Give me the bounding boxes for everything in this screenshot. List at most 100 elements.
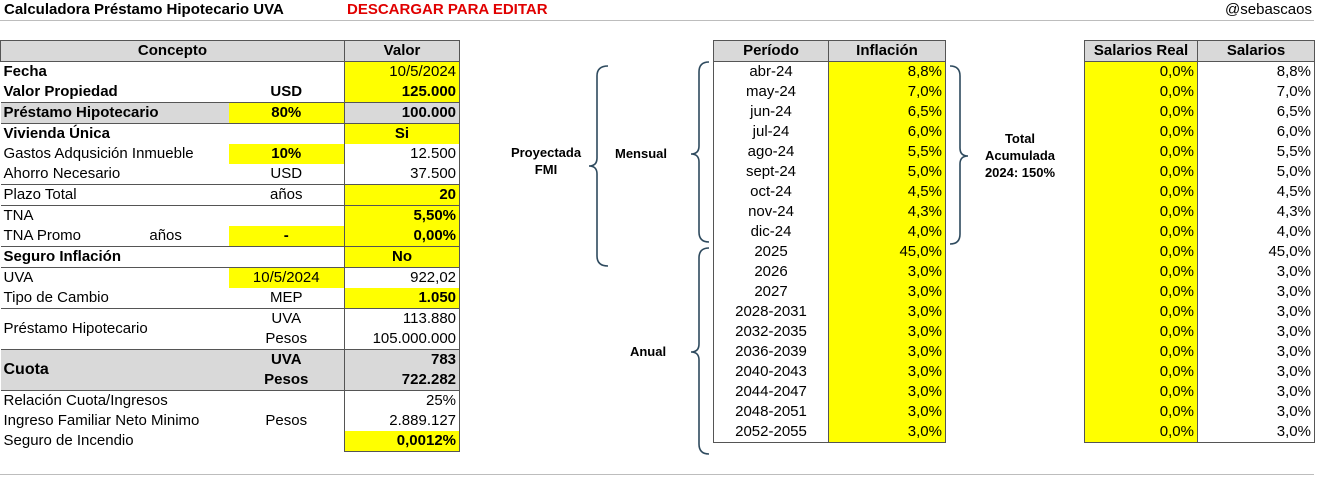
seguro-inflacion-value-cell[interactable]: No (344, 246, 461, 268)
salary-row: 0,0% 3,0% (1084, 422, 1315, 443)
real-salary-value-cell[interactable]: 0,0% (1084, 422, 1198, 443)
salary-row: 0,0% 4,5% (1084, 182, 1315, 202)
inflation-table: Período Inflación abr-24 8,8% may-24 7,0% ju… (713, 40, 946, 443)
real-salary-value-cell[interactable]: 0,0% (1084, 142, 1198, 162)
tipo-cambio-label: Tipo de Cambio (3, 289, 109, 306)
top-divider (0, 20, 1314, 21)
inflation-row: 2026 3,0% (714, 262, 946, 282)
salary-row: 0,0% 3,0% (1084, 262, 1315, 282)
author-handle: @sebascaos (1225, 1, 1312, 18)
real-salary-value-cell[interactable]: 0,0% (1084, 162, 1198, 182)
fecha-label: Fecha (3, 63, 47, 80)
salary-row: 0,0% 6,5% (1084, 102, 1315, 122)
inflation-value-cell[interactable]: 6,0% (828, 122, 946, 142)
proyectada-text: Proyectada (510, 145, 582, 160)
tipo-cambio-value-cell[interactable]: 1.050 (344, 288, 461, 309)
concept-column-header: Concepto (0, 40, 346, 62)
tna-promo-years-cell[interactable]: - (228, 226, 345, 247)
inflation-value-cell[interactable]: 6,5% (828, 102, 946, 122)
real-salary-value-cell[interactable]: 0,0% (1084, 402, 1198, 422)
salary-value-cell: 3,0% (1197, 422, 1315, 443)
inflation-value-cell[interactable]: 3,0% (828, 302, 946, 322)
inflation-value-cell[interactable]: 5,0% (828, 162, 946, 182)
salary-table: Salarios Real Salarios 0,0% 8,8% 0,0% 7,0% 0… (1084, 40, 1315, 443)
real-salary-value-cell[interactable]: 0,0% (1084, 362, 1198, 382)
tna-promo-unit: años (149, 227, 182, 244)
tna-value-cell[interactable]: 5,50% (344, 205, 461, 226)
salary-value-cell: 3,0% (1197, 362, 1315, 382)
salary-value-cell: 6,5% (1197, 102, 1315, 122)
inflation-value-cell[interactable]: 3,0% (828, 342, 946, 362)
period-cell: 2044-2047 (735, 383, 807, 400)
fecha-row: Fecha 10/5/2024 (1, 61, 461, 82)
real-salary-value-cell[interactable]: 0,0% (1084, 302, 1198, 322)
real-salary-value-cell[interactable]: 0,0% (1084, 282, 1198, 302)
period-cell: nov-24 (748, 203, 794, 220)
vivienda-unica-value-cell[interactable]: Si (344, 123, 461, 144)
inflation-value-cell[interactable]: 3,0% (828, 422, 946, 443)
prestamo-hipotecario-label: Préstamo Hipotecario (0, 308, 229, 350)
inflation-value-cell[interactable]: 5,5% (828, 142, 946, 162)
real-salary-column-header: Salarios Real (1084, 40, 1198, 62)
vivienda-unica-label: Vivienda Única (3, 125, 110, 142)
uva-date-cell[interactable]: 10/5/2024 (228, 267, 345, 288)
inflation-value-cell[interactable]: 7,0% (828, 82, 946, 102)
sheet-title: Calculadora Préstamo Hipotecario UVA (4, 1, 284, 18)
period-cell: oct-24 (750, 183, 792, 200)
inflation-value-cell[interactable]: 45,0% (828, 242, 946, 262)
salary-value-cell: 4,5% (1197, 182, 1315, 202)
inflation-value-cell[interactable]: 3,0% (828, 282, 946, 302)
cuota-label: Cuota (0, 349, 229, 391)
real-salary-value-cell[interactable]: 0,0% (1084, 122, 1198, 142)
ingreso-value: 2.889.127 (344, 411, 461, 431)
inflation-value-cell[interactable]: 3,0% (828, 362, 946, 382)
inflation-value-cell[interactable]: 4,3% (828, 202, 946, 222)
inflation-row: 2040-2043 3,0% (714, 362, 946, 382)
real-salary-value-cell[interactable]: 0,0% (1084, 262, 1198, 282)
plazo-value-cell[interactable]: 20 (344, 184, 461, 206)
inflation-value-cell[interactable]: 3,0% (828, 402, 946, 422)
inflation-value-cell[interactable]: 8,8% (828, 61, 946, 82)
inflation-row: sept-24 5,0% (714, 162, 946, 182)
inflation-value-cell[interactable]: 4,5% (828, 182, 946, 202)
real-salary-value-cell[interactable]: 0,0% (1084, 182, 1198, 202)
real-salary-value-cell[interactable]: 0,0% (1084, 342, 1198, 362)
projected-fmi-label: Proyectada FMI (500, 144, 592, 178)
real-salary-value-cell[interactable]: 0,0% (1084, 61, 1198, 82)
period-cell: sept-24 (745, 163, 797, 180)
prestamo-pesos-value: 105.000.000 (344, 329, 461, 350)
real-salary-value-cell[interactable]: 0,0% (1084, 242, 1198, 262)
real-salary-value-cell[interactable]: 0,0% (1084, 222, 1198, 242)
inflation-row: 2036-2039 3,0% (714, 342, 946, 362)
real-salary-value-cell[interactable]: 0,0% (1084, 202, 1198, 222)
tna-promo-value-cell[interactable]: 0,00% (344, 226, 461, 247)
inflation-value-cell[interactable]: 4,0% (828, 222, 946, 242)
salary-value-cell: 6,0% (1197, 122, 1315, 142)
inflation-value-cell[interactable]: 3,0% (828, 382, 946, 402)
prestamo-pesos-row: Pesos 105.000.000 (1, 329, 461, 350)
real-salary-value-cell[interactable]: 0,0% (1084, 82, 1198, 102)
salary-row: 0,0% 5,0% (1084, 162, 1315, 182)
incendio-label: Seguro de Incendio (3, 432, 134, 450)
download-to-edit-link[interactable]: DESCARGAR PARA EDITAR (347, 1, 548, 18)
real-salary-value-cell[interactable]: 0,0% (1084, 322, 1198, 342)
gastos-percent-cell[interactable]: 10% (228, 144, 345, 164)
inflation-value-cell[interactable]: 3,0% (828, 262, 946, 282)
real-salary-value-cell[interactable]: 0,0% (1084, 382, 1198, 402)
incendio-value-cell[interactable]: 0,0012% (344, 431, 461, 452)
inflation-value-cell[interactable]: 3,0% (828, 322, 946, 342)
uva-value: 922,02 (344, 267, 461, 288)
tna-promo-row: TNA Promo años - 0,00% (1, 226, 461, 247)
inflation-row: jun-24 6,5% (714, 102, 946, 122)
salary-row: 0,0% 3,0% (1084, 382, 1315, 402)
salary-row: 0,0% 5,5% (1084, 142, 1315, 162)
prestamo-row: Préstamo Hipotecario 80% 100.000 (0, 102, 461, 124)
period-cell: 2032-2035 (735, 323, 807, 340)
valor-propiedad-value-cell[interactable]: 125.000 (344, 82, 461, 103)
cuota-uva-unit: UVA (228, 349, 345, 370)
real-salary-value-cell[interactable]: 0,0% (1084, 102, 1198, 122)
fecha-value-cell[interactable]: 10/5/2024 (344, 61, 461, 82)
salary-row: 0,0% 3,0% (1084, 402, 1315, 422)
prestamo-label: Préstamo Hipotecario (0, 102, 229, 124)
prestamo-percent-cell[interactable]: 80% (228, 102, 345, 124)
